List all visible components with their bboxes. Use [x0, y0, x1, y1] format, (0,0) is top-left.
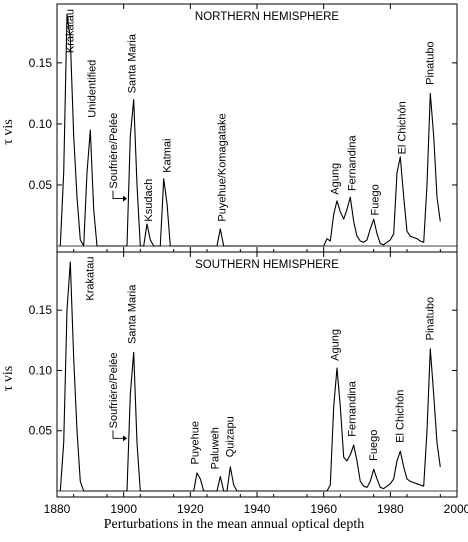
volcano-label-fuego: Fuego	[370, 184, 382, 215]
volcano-label-fernandina: Fernandina	[346, 135, 358, 192]
volcano-label-el-chich-n: El Chichón	[395, 390, 407, 443]
volcano-label-quizapu: Quizapu	[225, 416, 237, 457]
pointer-arrow	[112, 190, 123, 200]
volcano-label-santa-maria: Santa Maria	[126, 284, 138, 344]
volcano-label-ksudach: Ksudach	[143, 179, 155, 222]
x-tick-label: 1960	[310, 502, 337, 516]
y-tick-label: 0.05	[29, 178, 53, 192]
volcano-label-santa-maria: Santa Maria	[126, 33, 138, 93]
pointer-arrow	[112, 430, 123, 439]
volcano-label-katmai: Katmai	[161, 138, 173, 172]
volcano-label-agung: Agung	[330, 329, 342, 361]
x-tick-label: 1880	[44, 502, 71, 516]
volcano-label-krakatau: Krakatau	[85, 257, 97, 301]
volcano-label-pinatubo: Pinatubo	[425, 297, 437, 340]
y-tick-label: 0.05	[29, 424, 53, 438]
volcano-label-puyehue-komagatake: Puyehue/Komagatake	[216, 113, 228, 221]
x-tick-label: 1940	[244, 502, 271, 516]
x-tick-label: 2000	[444, 502, 468, 516]
volcano-label-pinatubo: Pinatubo	[425, 41, 437, 84]
pointer-arrowhead	[123, 195, 127, 202]
volcano-label-agung: Agung	[330, 163, 342, 195]
volcano-label-unidentified: Unidentified	[86, 60, 98, 118]
figure-caption: Perturbations in the mean annual optical…	[103, 517, 365, 532]
y-tick-label: 0.10	[29, 363, 53, 377]
pointer-arrowhead	[123, 435, 127, 442]
x-tick-label: 1920	[177, 502, 204, 516]
panel-title-2: SOUTHERN HEMISPHERE	[195, 259, 339, 271]
y-tick-label: 0.10	[29, 117, 53, 131]
series-line-1-1	[59, 13, 441, 247]
volcano-label-puyehue: Puyehue	[190, 421, 202, 464]
series-line-2-1	[59, 261, 441, 492]
volcano-label-el-chich-n: El Chichón	[396, 101, 408, 154]
x-tick-label: 1980	[377, 502, 404, 516]
y-tick-label: 0.15	[29, 56, 53, 70]
y-axis-label: τ vis	[1, 119, 16, 144]
volcano-label-soufri-re-pel-e: Soufriére/Pelée	[108, 352, 120, 428]
volcano-label-fuego: Fuego	[368, 430, 380, 461]
panel-title-1: NORTHERN HEMISPHERE	[195, 11, 340, 23]
volcano-label-krakatau: Krakatau	[65, 9, 77, 53]
volcano-label-fernandina: Fernandina	[346, 380, 358, 437]
x-tick-label: 1900	[110, 502, 137, 516]
y-axis-label: τ vis	[1, 366, 16, 391]
volcano-label-soufri-re-pel-e: Soufriére/Pelée	[108, 113, 120, 189]
volcano-label-paluweh: Paluweh	[210, 427, 222, 469]
y-tick-label: 0.15	[29, 303, 53, 317]
